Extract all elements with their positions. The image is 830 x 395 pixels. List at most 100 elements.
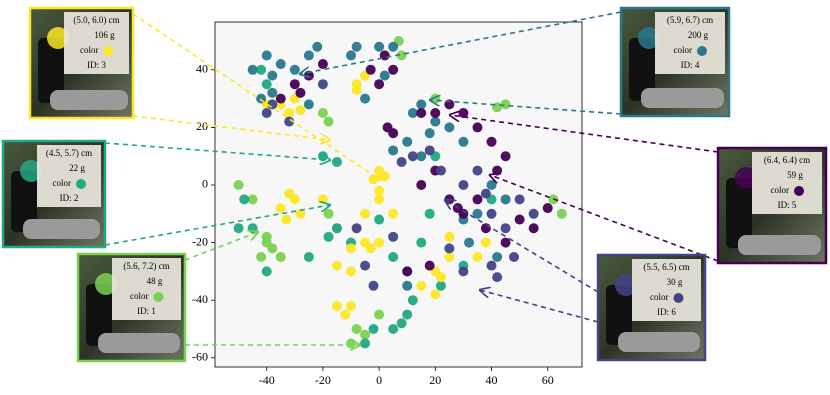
callout-label-panel: [752, 152, 822, 214]
point: [346, 300, 357, 311]
callout-arrow: [104, 142, 330, 160]
point: [542, 203, 553, 214]
point: [323, 208, 334, 219]
callout-color-label: color: [674, 45, 693, 55]
point: [351, 84, 362, 95]
point: [514, 194, 525, 205]
point: [317, 108, 328, 119]
point: [312, 41, 323, 52]
callout-id: ID: 2: [60, 193, 79, 203]
x-tick-label: 20: [429, 373, 441, 387]
point: [388, 208, 399, 219]
point: [275, 59, 286, 70]
point: [416, 108, 427, 119]
point: [360, 329, 371, 340]
callout-color-dot: [794, 186, 804, 196]
point: [458, 108, 469, 119]
point: [388, 231, 399, 242]
point: [261, 50, 272, 61]
callout-mass: 106 g: [94, 30, 115, 40]
point: [351, 323, 362, 334]
y-tick-label: 20: [196, 119, 208, 133]
point: [284, 188, 295, 199]
callout-arrow: [490, 175, 719, 262]
y-tick-label: -60: [192, 350, 208, 364]
point: [360, 93, 371, 104]
point: [247, 223, 258, 234]
point: [407, 108, 418, 119]
point: [374, 194, 385, 205]
object: [638, 27, 660, 49]
point: [424, 128, 435, 139]
point: [267, 243, 278, 254]
point: [303, 251, 314, 262]
point: [289, 64, 300, 75]
point: [435, 165, 446, 176]
point: [402, 280, 413, 291]
point: [317, 79, 328, 90]
callout-label-panel: [64, 12, 129, 74]
point: [323, 231, 334, 242]
point: [458, 266, 469, 277]
point: [480, 188, 491, 199]
point: [388, 145, 399, 156]
point: [402, 136, 413, 147]
point: [492, 165, 503, 176]
point: [444, 122, 455, 133]
point: [416, 151, 427, 162]
callout-mass: 59 g: [787, 170, 803, 180]
y-tick-label: -40: [192, 292, 208, 306]
robot-hand: [50, 90, 128, 110]
point: [472, 165, 483, 176]
point: [331, 300, 342, 311]
robot-hand: [23, 219, 100, 239]
point: [444, 231, 455, 242]
callout-label-panel: [655, 12, 725, 74]
point: [472, 122, 483, 133]
point: [396, 50, 407, 61]
object: [615, 274, 637, 296]
point: [486, 260, 497, 271]
point: [424, 208, 435, 219]
callout-color-dot: [673, 293, 684, 303]
callout-size: (5.6, 7.2) cm: [123, 261, 169, 271]
callout-size: (6.4, 6.4) cm: [764, 155, 810, 165]
point: [500, 194, 511, 205]
point: [379, 171, 390, 182]
point: [295, 208, 306, 219]
callout-color-dot: [76, 179, 86, 189]
callout-arrow: [132, 13, 380, 180]
callout-color-dot: [103, 46, 114, 56]
point: [374, 41, 385, 52]
robot-hand: [606, 285, 632, 345]
point: [295, 105, 306, 116]
point: [346, 338, 357, 349]
point: [303, 99, 314, 110]
point: [416, 99, 427, 110]
point: [435, 272, 446, 283]
point: [323, 116, 334, 127]
object: [20, 160, 42, 182]
point: [424, 145, 435, 156]
point: [388, 251, 399, 262]
robot-hand: [641, 88, 724, 108]
point: [444, 243, 455, 254]
callout-id: ID: 3: [87, 60, 106, 70]
point: [346, 266, 357, 277]
point: [528, 208, 539, 219]
point: [239, 194, 250, 205]
point: [365, 64, 376, 75]
point: [351, 41, 362, 52]
callout-label-panel: [37, 145, 101, 207]
point: [379, 70, 390, 81]
point: [374, 309, 385, 320]
callout-arrow: [445, 200, 599, 293]
point: [261, 79, 272, 90]
point: [340, 309, 351, 320]
point: [486, 136, 497, 147]
point: [331, 223, 342, 234]
point: [416, 237, 427, 248]
object: [735, 167, 757, 189]
point: [407, 295, 418, 306]
point: [360, 338, 371, 349]
